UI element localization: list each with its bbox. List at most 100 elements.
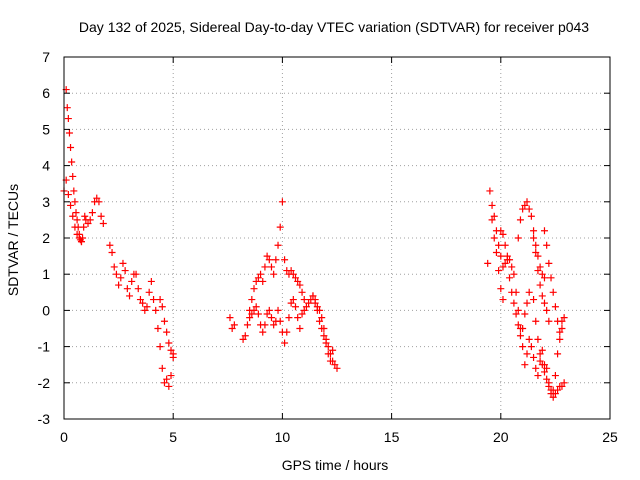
- data-point: [525, 288, 533, 296]
- data-point: [289, 270, 297, 278]
- data-point: [538, 292, 546, 300]
- data-point: [318, 314, 326, 322]
- data-point: [84, 220, 92, 228]
- data-point: [121, 267, 129, 275]
- data-point: [243, 321, 251, 329]
- data-point: [265, 306, 273, 314]
- data-point: [519, 205, 527, 213]
- data-point: [538, 361, 546, 369]
- data-point: [532, 364, 540, 372]
- data-point: [68, 158, 76, 166]
- data-point: [536, 357, 544, 365]
- data-point: [499, 296, 507, 304]
- data-point: [523, 198, 531, 206]
- data-point: [145, 288, 153, 296]
- data-point: [556, 328, 564, 336]
- data-point: [519, 325, 527, 332]
- data-point: [285, 314, 293, 322]
- data-point: [267, 314, 275, 322]
- data-point: [538, 270, 546, 278]
- data-point: [543, 375, 551, 383]
- data-point: [329, 346, 337, 354]
- data-point: [488, 201, 496, 209]
- data-point: [554, 386, 562, 394]
- data-point: [543, 306, 551, 314]
- data-point: [534, 252, 542, 260]
- data-point: [508, 288, 516, 296]
- data-point: [80, 223, 88, 231]
- data-point: [163, 375, 171, 383]
- data-point: [154, 325, 162, 332]
- data-point: [112, 270, 120, 278]
- data-point: [64, 115, 72, 123]
- data-point: [560, 314, 568, 322]
- data-point: [521, 361, 529, 369]
- data-point: [117, 274, 125, 282]
- data-point: [497, 227, 505, 235]
- data-point: [246, 306, 254, 314]
- y-tick-label: -2: [38, 375, 51, 391]
- x-axis-label: GPS time / hours: [282, 457, 389, 473]
- data-point: [88, 209, 96, 217]
- data-point: [228, 325, 236, 332]
- data-point: [115, 281, 123, 289]
- data-point: [73, 230, 81, 238]
- data-point: [324, 343, 332, 351]
- data-point: [77, 238, 85, 246]
- data-point: [69, 212, 77, 220]
- data-point: [530, 234, 538, 242]
- data-point: [316, 317, 324, 325]
- chart-title: Day 132 of 2025, Sidereal Day-to-day VTE…: [79, 19, 589, 35]
- data-point: [119, 259, 127, 267]
- data-point: [506, 274, 514, 282]
- y-axis-label: SDTVAR / TECUs: [5, 184, 21, 296]
- data-point: [492, 248, 500, 256]
- data-point: [551, 390, 559, 398]
- data-point: [259, 328, 267, 336]
- data-point: [497, 285, 505, 293]
- data-point: [510, 299, 518, 307]
- data-point: [296, 325, 304, 332]
- data-point: [534, 372, 542, 380]
- data-point: [530, 353, 538, 361]
- data-point: [313, 306, 321, 314]
- data-point: [248, 310, 256, 318]
- data-point: [99, 220, 107, 228]
- data-point: [69, 172, 77, 180]
- data-point: [274, 241, 282, 249]
- data-point: [527, 212, 535, 220]
- data-point: [516, 332, 524, 340]
- data-point: [267, 263, 275, 271]
- data-point: [108, 248, 116, 256]
- data-point: [287, 267, 295, 275]
- data-point: [65, 129, 73, 137]
- data-point: [67, 144, 75, 151]
- data-point: [521, 310, 529, 318]
- data-point: [499, 263, 507, 271]
- data-point: [549, 288, 557, 296]
- data-point: [86, 216, 94, 224]
- data-point: [147, 277, 155, 285]
- data-point: [276, 317, 284, 325]
- data-point: [534, 335, 542, 343]
- data-point: [296, 281, 304, 289]
- data-point: [506, 256, 514, 264]
- data-point: [156, 343, 164, 351]
- x-tick-label: 25: [602, 429, 618, 445]
- data-marks: [60, 86, 568, 401]
- data-point: [250, 285, 258, 293]
- data-point: [536, 281, 544, 289]
- data-point: [128, 277, 136, 285]
- data-point: [514, 306, 522, 314]
- data-point: [134, 285, 142, 293]
- data-point: [294, 277, 302, 285]
- x-tick-label: 20: [493, 429, 509, 445]
- data-point: [490, 212, 498, 220]
- data-point: [302, 303, 310, 311]
- data-point: [525, 205, 533, 213]
- data-point: [543, 241, 551, 249]
- data-point: [545, 259, 553, 267]
- data-point: [545, 317, 553, 325]
- data-point: [292, 303, 300, 311]
- data-point: [501, 241, 509, 249]
